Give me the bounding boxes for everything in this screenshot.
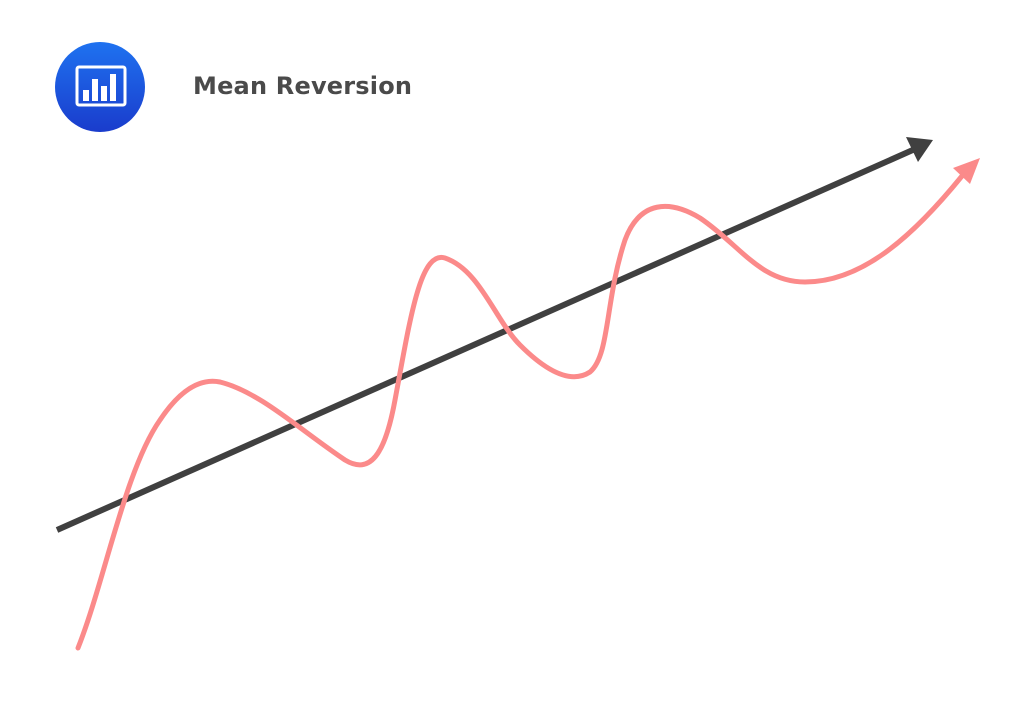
bar-chart-icon [55, 42, 145, 132]
price-curve-arrow [75, 158, 980, 651]
price-arrowhead-icon [953, 158, 980, 184]
trend-arrowhead-icon [906, 137, 933, 162]
trend-line-arrow [55, 137, 933, 533]
page-title: Mean Reversion [193, 72, 413, 100]
